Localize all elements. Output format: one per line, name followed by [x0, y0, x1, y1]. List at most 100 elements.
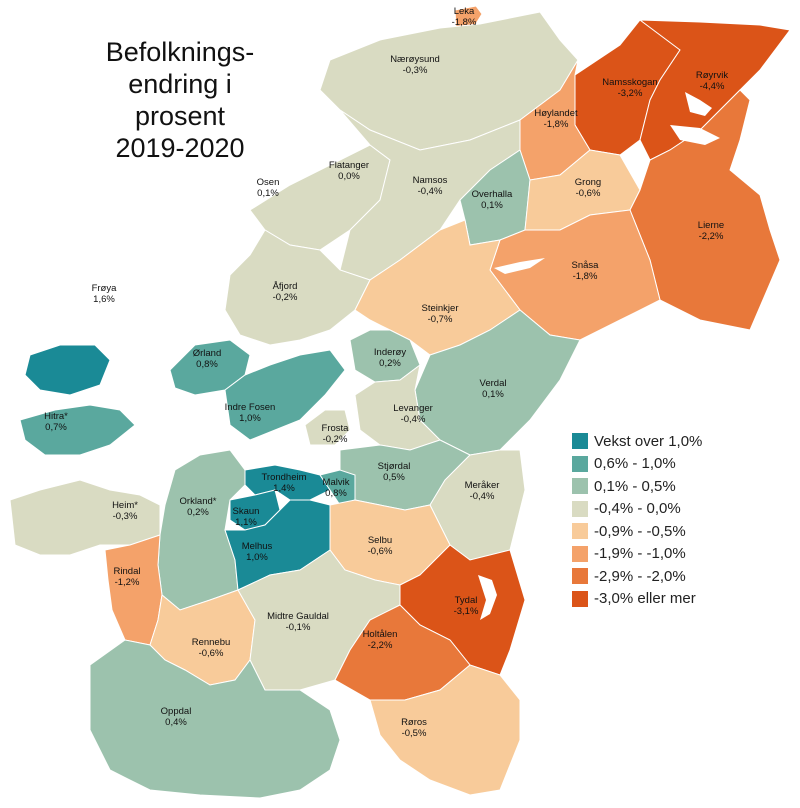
- legend-item: 0,1% - 0,5%: [572, 475, 702, 498]
- municipality-name: Verdal: [480, 378, 507, 389]
- municipality-name: Namsos: [413, 175, 448, 186]
- municipality-value: 1,0%: [239, 413, 261, 424]
- label-lierne: Lierne-2,2%: [698, 220, 724, 242]
- municipality-value: 1,4%: [273, 483, 295, 494]
- municipality-name: Høylandet: [534, 108, 578, 119]
- region-frosta[interactable]: [304, 409, 351, 446]
- label-selbu: Selbu-0,6%: [368, 535, 393, 557]
- municipality-value: 0,4%: [165, 717, 187, 728]
- legend-item: Vekst over 1,0%: [572, 430, 702, 453]
- municipality-name: Heim*: [112, 500, 138, 511]
- legend-swatch: [572, 500, 588, 517]
- municipality-value: -0,2%: [273, 292, 298, 303]
- legend-item: -1,9% - -1,0%: [572, 543, 702, 566]
- region-levanger[interactable]: [354, 363, 441, 451]
- municipality-value: -0,1%: [286, 622, 311, 633]
- municipality-name: Meråker: [465, 480, 500, 491]
- municipality-name: Røyrvik: [696, 70, 728, 81]
- legend-swatch: [572, 523, 588, 540]
- region-roros[interactable]: [369, 664, 521, 796]
- legend-label: -1,9% - -1,0%: [594, 545, 686, 563]
- municipality-value: -4,4%: [700, 81, 725, 92]
- municipality-name: Rennebu: [192, 637, 231, 648]
- legend-label: -3,0% eller mer: [594, 590, 696, 608]
- label-heim: Heim*-0,3%: [112, 500, 138, 522]
- municipality-value: 0,8%: [196, 359, 218, 370]
- region-hitra[interactable]: [19, 404, 136, 456]
- municipality-name: Hitra*: [44, 411, 68, 422]
- lake: [685, 92, 712, 116]
- label-holtalen: Holtålen-2,2%: [363, 629, 398, 651]
- legend-item: -0,9% - -0,5%: [572, 520, 702, 543]
- legend-label: -0,4% - 0,0%: [594, 500, 681, 518]
- municipality-value: 0,8%: [325, 488, 347, 499]
- label-afjord: Åfjord-0,2%: [273, 281, 298, 303]
- legend: Vekst over 1,0% 0,6% - 1,0% 0,1% - 0,5% …: [572, 430, 702, 610]
- municipality-value: -0,4%: [470, 491, 495, 502]
- label-meraker: Meråker-0,4%: [465, 480, 500, 502]
- municipality-value: -1,2%: [115, 577, 140, 588]
- lake: [494, 258, 545, 274]
- label-orkland: Orkland*0,2%: [180, 496, 217, 518]
- municipality-name: Frosta: [322, 423, 350, 434]
- label-midtre-gauldal: Midtre Gauldal-0,1%: [267, 611, 329, 633]
- municipality-name: Trondheim: [261, 472, 306, 483]
- label-namsskogan: Namsskogan-3,2%: [602, 77, 657, 99]
- legend-swatch: [572, 545, 588, 562]
- region-rindal[interactable]: [104, 534, 163, 646]
- region-froya[interactable]: [24, 344, 111, 396]
- region-lierne[interactable]: [629, 89, 781, 331]
- municipality-name: Frøya: [92, 283, 118, 294]
- municipality-value: 0,1%: [482, 389, 504, 400]
- municipality-name: Orkland*: [180, 496, 217, 507]
- legend-item: -3,0% eller mer: [572, 588, 702, 611]
- municipality-name: Inderøy: [374, 347, 406, 358]
- municipality-name: Nærøysund: [390, 54, 440, 65]
- region-oppdal[interactable]: [89, 639, 341, 799]
- label-tydal: Tydal-3,1%: [454, 595, 479, 617]
- municipality-value: 0,7%: [45, 422, 67, 433]
- municipality-name: Selbu: [368, 535, 392, 546]
- legend-swatch: [572, 455, 588, 472]
- municipality-value: -0,4%: [418, 186, 443, 197]
- municipality-value: 1,1%: [235, 517, 257, 528]
- municipality-name: Namsskogan: [602, 77, 657, 88]
- municipality-value: 0,5%: [383, 472, 405, 483]
- label-grong: Grong-0,6%: [575, 177, 601, 199]
- label-frosta: Frosta-0,2%: [322, 423, 350, 445]
- municipality-name: Holtålen: [363, 629, 398, 640]
- title-line: Befolknings-: [105, 37, 255, 67]
- label-naeroysund: Nærøysund-0,3%: [390, 54, 440, 76]
- municipality-value: -0,3%: [403, 65, 428, 76]
- municipality-name: Åfjord: [273, 281, 298, 292]
- municipality-value: -0,2%: [323, 434, 348, 445]
- municipality-name: Tydal: [455, 595, 478, 606]
- municipality-name: Lierne: [698, 220, 724, 231]
- municipality-name: Overhalla: [472, 189, 513, 200]
- label-rennebu: Rennebu-0,6%: [192, 637, 231, 659]
- municipality-name: Stjørdal: [378, 461, 411, 472]
- municipality-value: -0,3%: [113, 511, 138, 522]
- municipality-value: -2,2%: [368, 640, 393, 651]
- map-title: Befolknings- endring i prosent 2019-2020: [90, 36, 270, 164]
- legend-label: -0,9% - -0,5%: [594, 522, 686, 540]
- legend-label: 0,6% - 1,0%: [594, 455, 676, 473]
- legend-label: 0,1% - 0,5%: [594, 477, 676, 495]
- municipality-value: 0,1%: [257, 188, 279, 199]
- label-namsos: Namsos-0,4%: [413, 175, 448, 197]
- municipality-value: -0,5%: [402, 728, 427, 739]
- label-rindal: Rindal-1,2%: [114, 566, 141, 588]
- municipality-name: Rindal: [114, 566, 141, 577]
- region-indre-fosen[interactable]: [224, 349, 346, 441]
- municipality-value: 0,2%: [187, 507, 209, 518]
- municipality-name: Steinkjer: [422, 303, 459, 314]
